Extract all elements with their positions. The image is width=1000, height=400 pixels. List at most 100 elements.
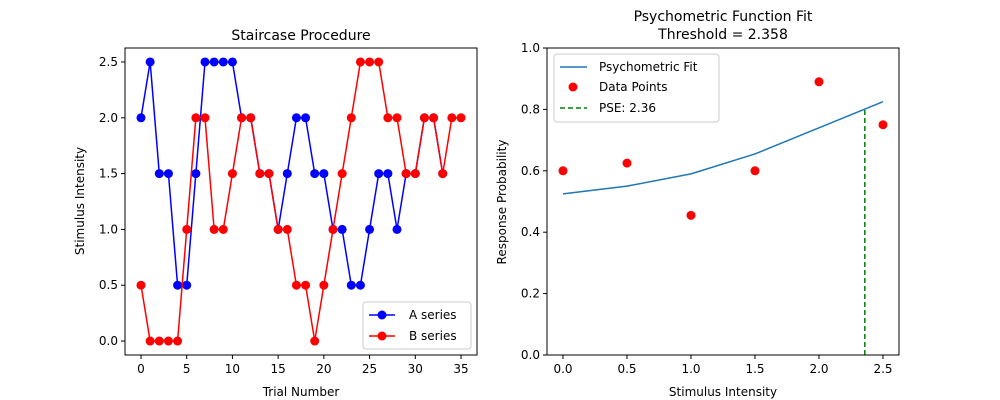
series-b-point [419, 113, 429, 123]
series-a-point [136, 113, 146, 123]
series-a-point [374, 169, 384, 179]
chart1-legend: A series B series [362, 301, 472, 350]
chart1-ytick-label-5: 2.5 [99, 55, 118, 69]
series-b-point [410, 169, 420, 179]
series-b-point [447, 113, 457, 123]
chart1-legend-box [362, 301, 472, 350]
series-b-point [291, 280, 301, 290]
chart1-frame [124, 47, 478, 356]
fit-curve [562, 101, 884, 195]
legend-pse-label: PSE: 2.36 [599, 101, 656, 115]
series-a-point [209, 57, 219, 67]
series-a-point [282, 169, 292, 179]
chart2-ytick-label-1: 0.2 [521, 287, 540, 301]
series-a-point [310, 169, 320, 179]
chart2-ytick-label-4: 0.8 [521, 102, 540, 116]
chart1-xtick-label-4: 20 [316, 362, 331, 376]
chart2-title: Psychometric Function Fit [634, 9, 813, 25]
series-b-point [374, 57, 384, 67]
chart2-xtick-label-0: 0.0 [553, 362, 572, 376]
chart1-xtick-label-7: 35 [453, 362, 468, 376]
data-point [622, 158, 632, 168]
series-b-point [163, 336, 173, 346]
legend-fit-label: Psychometric Fit [599, 60, 698, 74]
series-b-point [383, 113, 393, 123]
series-a-point [319, 169, 329, 179]
series-b-point [438, 169, 448, 179]
chart1-ylabel: Stimulus Intensity [73, 147, 87, 255]
data-point [878, 120, 888, 130]
series-a-point [337, 224, 347, 234]
series-b-point [301, 280, 311, 290]
series-b-point [209, 224, 219, 234]
series-b-point [218, 224, 228, 234]
series-b-point [191, 113, 201, 123]
chart2-ytick-label-3: 0.6 [521, 164, 540, 178]
psychometric-chart: Psychometric Function Fit Threshold = 2.… [495, 9, 900, 399]
series-b-point [310, 336, 320, 346]
series-a-point [173, 280, 183, 290]
chart1-xtick-label-3: 15 [271, 362, 286, 376]
series-b-point [182, 224, 192, 234]
series-b-line [140, 61, 461, 342]
series-b-point [328, 224, 338, 234]
legend-a-label: A series [409, 308, 457, 322]
chart1-xtick-label-0: 0 [137, 362, 145, 376]
series-b-point [154, 336, 164, 346]
series-b-point [136, 280, 146, 290]
series-a-point [227, 57, 237, 67]
chart1-xtick-label-2: 10 [225, 362, 240, 376]
series-a-point [355, 280, 365, 290]
series-a-point [163, 169, 173, 179]
series-b-point [337, 169, 347, 179]
series-a-line [140, 61, 444, 286]
legend-points-label: Data Points [599, 80, 668, 94]
chart1-ytick-label-0: 0.0 [99, 334, 118, 348]
series-b-point [319, 280, 329, 290]
chart2-frame [546, 47, 900, 356]
legend-a-marker [377, 310, 387, 320]
series-b-point [255, 169, 265, 179]
chart1-xtick-label-1: 5 [183, 362, 191, 376]
data-point [686, 210, 696, 220]
data-point [750, 166, 760, 176]
series-b-point [392, 113, 402, 123]
chart1-ytick-label-4: 2.0 [99, 111, 118, 125]
series-a-point [182, 280, 192, 290]
legend-b-marker [377, 331, 387, 341]
series-a-point [200, 57, 210, 67]
legend-points-marker [568, 82, 578, 92]
series-b-point [264, 169, 274, 179]
chart2-xtick-label-3: 1.5 [745, 362, 764, 376]
series-a-point [145, 57, 155, 67]
chart2-legend-box [553, 53, 720, 123]
chart2-xtick-label-2: 1.0 [681, 362, 700, 376]
series-b-point [200, 113, 210, 123]
chart2-xlabel: Stimulus Intensity [669, 385, 777, 399]
series-a-point [154, 169, 164, 179]
series-b-point [173, 336, 183, 346]
series-a-point [218, 57, 228, 67]
series-a-point [346, 280, 356, 290]
chart2-ytick-label-0: 0.0 [521, 348, 540, 362]
series-b-point [237, 113, 247, 123]
series-b-point [227, 169, 237, 179]
chart1-title: Staircase Procedure [231, 28, 370, 44]
series-a-point [301, 113, 311, 123]
chart1-xlabel: Trial Number [262, 385, 340, 399]
series-a-point [291, 113, 301, 123]
chart2-xtick-label-1: 0.5 [617, 362, 636, 376]
chart1-ytick-label-2: 1.0 [99, 222, 118, 236]
legend-b-label: B series [409, 329, 457, 343]
series-a-point [191, 169, 201, 179]
series-b-point [429, 113, 439, 123]
series-b-point [282, 224, 292, 234]
series-a-point [383, 169, 393, 179]
data-point [814, 77, 824, 87]
series-b-point [346, 113, 356, 123]
chart1-xtick-label-5: 25 [362, 362, 377, 376]
chart2-ytick-label-2: 0.4 [521, 225, 540, 239]
chart1-ytick-label-3: 1.5 [99, 167, 118, 181]
chart2-subtitle: Threshold = 2.358 [657, 27, 788, 43]
